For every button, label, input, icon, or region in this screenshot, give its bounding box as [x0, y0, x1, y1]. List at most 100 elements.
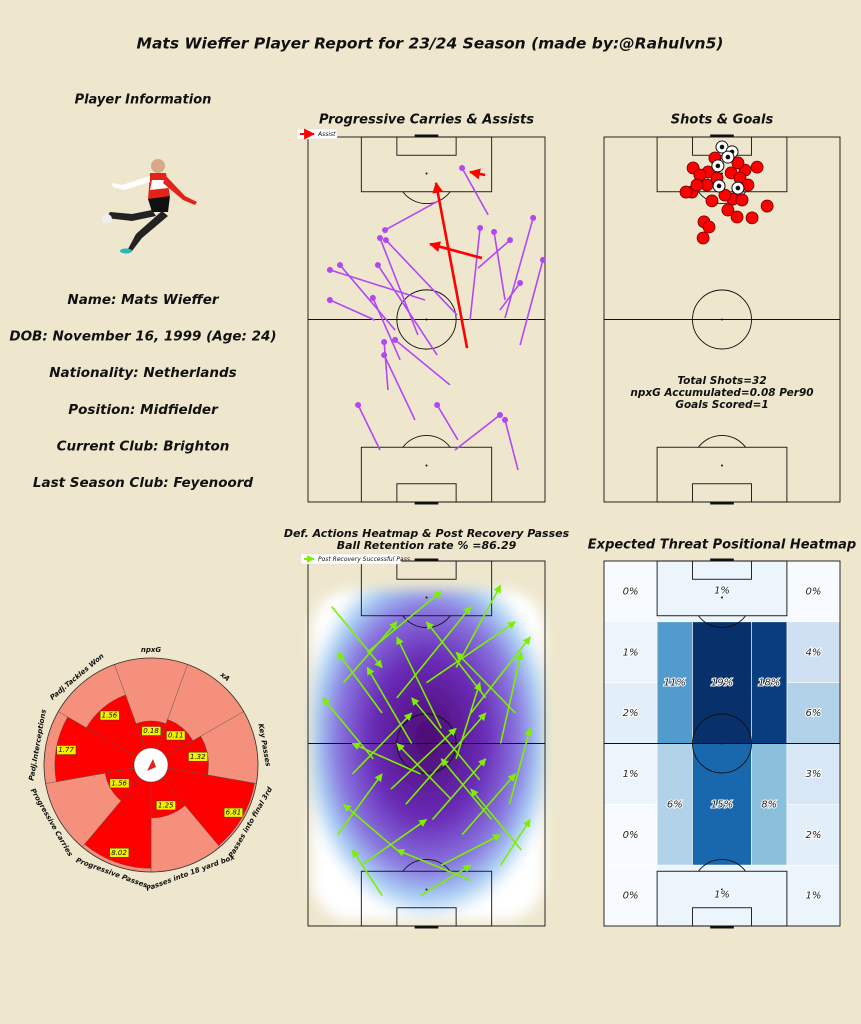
carry-arrow — [326, 297, 376, 321]
value-label-box — [56, 745, 77, 755]
carry-arrow — [369, 294, 401, 361]
pass-arrow — [366, 590, 442, 653]
carry-arrow — [434, 401, 459, 441]
pitch-box — [396, 483, 457, 503]
zone-label: 0% — [623, 586, 639, 597]
shot — [679, 185, 693, 199]
pitch-box — [692, 483, 752, 503]
value-label: 8.02 — [111, 849, 127, 857]
zone-label: 1% — [806, 891, 822, 902]
info-line: Nationality: Netherlands — [49, 365, 236, 381]
pass-arrow — [440, 758, 493, 821]
value-label-box — [188, 752, 208, 762]
pitch-spot — [721, 596, 723, 599]
value-label-box — [223, 807, 243, 818]
zone-label: 18% — [758, 678, 780, 689]
zone-label: 0% — [623, 830, 639, 841]
pass-arrow — [396, 742, 451, 799]
carry-arrow — [469, 224, 484, 321]
hub-logo — [147, 759, 156, 771]
pass-arrow — [336, 651, 383, 714]
value-label-box — [141, 726, 162, 736]
shot — [696, 231, 710, 245]
zone-label: 2% — [623, 708, 639, 719]
annotation: Total Shots=32 — [677, 375, 766, 387]
zone-cell — [751, 743, 788, 866]
value-label-box — [156, 800, 176, 811]
zone-label: 1% — [623, 647, 639, 658]
value-label: 1.32 — [190, 753, 206, 761]
zone-label: 11% — [664, 678, 686, 689]
value-label-box — [109, 848, 130, 858]
zone-label: 0% — [623, 891, 639, 902]
assist-arrow — [468, 168, 486, 180]
zone-cell — [656, 560, 788, 623]
zone-cell — [603, 560, 658, 623]
info-heading: Player Information — [75, 93, 212, 108]
zone-cell — [603, 621, 658, 683]
pass-arrow — [440, 834, 502, 866]
zone-label: 6% — [667, 799, 683, 810]
pass-arrow — [431, 758, 487, 821]
value-label: 1.25 — [158, 801, 174, 809]
zone-cell — [786, 804, 841, 866]
shot — [702, 220, 716, 234]
zone-cell — [692, 621, 752, 744]
shot — [735, 193, 749, 207]
pitch-spot — [721, 464, 723, 467]
pitch-box — [396, 907, 457, 927]
center-circle — [692, 289, 752, 350]
pitch-spot — [425, 318, 428, 321]
center-circle — [396, 289, 457, 350]
assist-arrow — [432, 181, 469, 349]
pass-arrow — [461, 773, 516, 836]
shot — [745, 211, 759, 225]
penalty-arc — [698, 435, 746, 448]
penalty-arc — [402, 859, 451, 872]
carry-arrow — [519, 256, 546, 346]
pitch-spot — [425, 888, 428, 891]
carry-arrow — [381, 352, 416, 421]
info-line: DOB: November 16, 1999 (Age: 24) — [9, 329, 276, 345]
shot — [730, 210, 744, 224]
pitch-spot — [425, 742, 428, 745]
zone-label: 0% — [806, 586, 822, 597]
info-line: Position: Midfielder — [68, 402, 219, 418]
pass-arrow — [411, 697, 481, 781]
pass-arrow — [470, 636, 531, 714]
penalty-arc — [698, 859, 746, 872]
pass-arrow — [396, 848, 472, 882]
carry-arrow — [491, 228, 506, 301]
goal-patch — [725, 154, 731, 160]
carry-arrow — [382, 237, 458, 316]
value-label: 0.18 — [143, 727, 159, 735]
zone-label: 1% — [714, 585, 730, 596]
value-label-box — [166, 730, 186, 741]
value-label-box — [99, 710, 120, 721]
zone-label: 1% — [714, 890, 730, 901]
chart-title: Def. Actions Heatmap & Post Recovery Pas… — [284, 527, 570, 540]
carry-arrow — [355, 401, 381, 451]
carry-arrow — [376, 234, 419, 336]
legend-label: Assist — [317, 131, 336, 138]
shot — [718, 188, 732, 202]
carry-arrow — [454, 412, 503, 451]
zone-label: 1% — [623, 769, 639, 780]
zone-label: 6% — [806, 708, 822, 719]
pitch-spot — [425, 596, 428, 599]
value-label-box — [109, 778, 130, 789]
player-photo — [102, 159, 197, 254]
carry-arrow — [381, 339, 389, 391]
value-label: 1.56 — [111, 779, 127, 787]
carry-arrow — [382, 199, 441, 234]
chart-title: Shots & Goals — [671, 113, 774, 128]
zone-cell — [656, 864, 788, 927]
value-label: 1.77 — [58, 746, 74, 754]
legend-box — [296, 128, 338, 140]
carry-arrow — [459, 165, 489, 216]
carry-arrow — [499, 280, 524, 311]
zone-label: 2% — [806, 830, 822, 841]
pitch-spot — [425, 172, 428, 175]
